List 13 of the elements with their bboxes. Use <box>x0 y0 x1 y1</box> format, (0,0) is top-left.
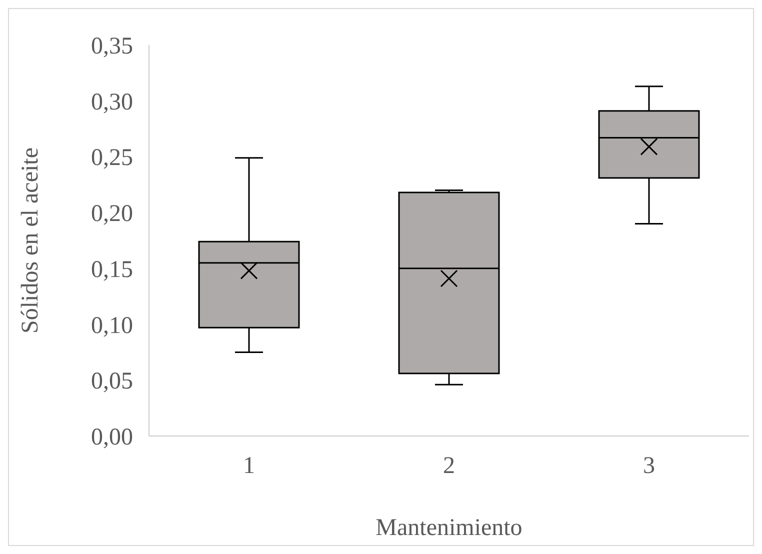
y-tick-label: 0,10 <box>91 312 133 339</box>
y-tick-label: 0,20 <box>91 201 133 228</box>
y-tick-label: 0,05 <box>91 368 133 395</box>
y-axis-title: Sólidos en el aceite <box>18 148 44 334</box>
y-tick-label: 0,00 <box>91 424 133 451</box>
x-tick-label: 3 <box>643 453 655 480</box>
y-tick-label: 0,25 <box>91 145 133 172</box>
x-tick-label: 1 <box>243 453 255 480</box>
y-tick-label: 0,35 <box>91 34 133 60</box>
x-tick-label: 2 <box>443 453 455 480</box>
y-tick-label: 0,30 <box>91 89 133 116</box>
y-tick-label: 0,15 <box>91 256 133 283</box>
x-axis-title: Mantenimiento <box>376 515 522 541</box>
